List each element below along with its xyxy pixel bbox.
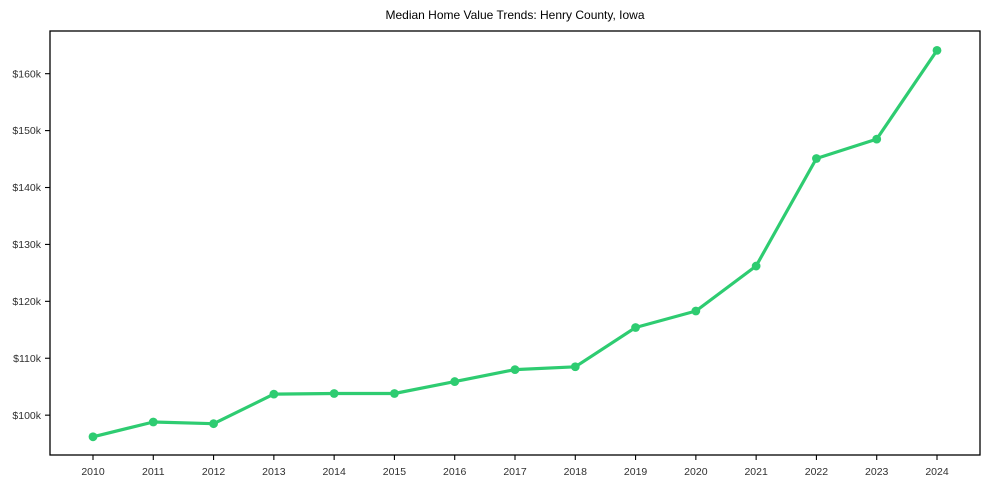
x-tick-label: 2013 (262, 466, 286, 478)
y-tick-label: $140k (12, 182, 41, 194)
data-point-2024 (932, 45, 942, 55)
x-tick-label: 2024 (925, 466, 949, 478)
data-point-2014 (329, 389, 339, 398)
data-point-2020 (691, 306, 701, 316)
y-tick-label: $130k (12, 239, 41, 251)
data-point-2022 (812, 154, 821, 163)
plot-border (49, 30, 981, 456)
x-tick-label: 2012 (202, 466, 226, 478)
data-point-2017 (510, 365, 520, 375)
x-tick-label: 2021 (744, 466, 768, 478)
data-point-2021 (751, 261, 761, 271)
y-tick-label: $150k (12, 125, 41, 137)
y-tick-label: $120k (12, 296, 41, 308)
y-tick-label: $100k (12, 410, 41, 422)
x-tick-label: 2010 (81, 466, 105, 478)
x-tick-label: 2016 (443, 466, 467, 478)
x-tick-label: 2011 (142, 466, 165, 478)
x-tick-label: 2017 (503, 466, 527, 478)
x-tick-label: 2019 (624, 466, 648, 478)
y-tick-label: $160k (12, 68, 41, 80)
data-point-2018 (570, 362, 580, 372)
data-point-2010 (88, 432, 98, 442)
x-tick-label: 2020 (684, 466, 708, 478)
x-tick-label: 2014 (322, 466, 346, 478)
data-point-2019 (631, 323, 640, 332)
x-tick-label: 2018 (564, 466, 588, 478)
chart-title: Median Home Value Trends: Henry County, … (385, 8, 645, 22)
data-point-2013 (269, 389, 279, 399)
y-tick-label: $110k (13, 353, 42, 365)
data-point-2012 (209, 419, 218, 429)
x-tick-label: 2023 (865, 466, 889, 478)
x-tick-label: 2015 (383, 466, 407, 478)
x-tick-label: 2022 (805, 466, 829, 478)
data-point-2016 (450, 377, 460, 386)
data-point-2023 (872, 134, 882, 144)
data-point-2011 (148, 417, 158, 427)
data-point-2015 (390, 389, 399, 398)
trend-line (91, 48, 939, 439)
